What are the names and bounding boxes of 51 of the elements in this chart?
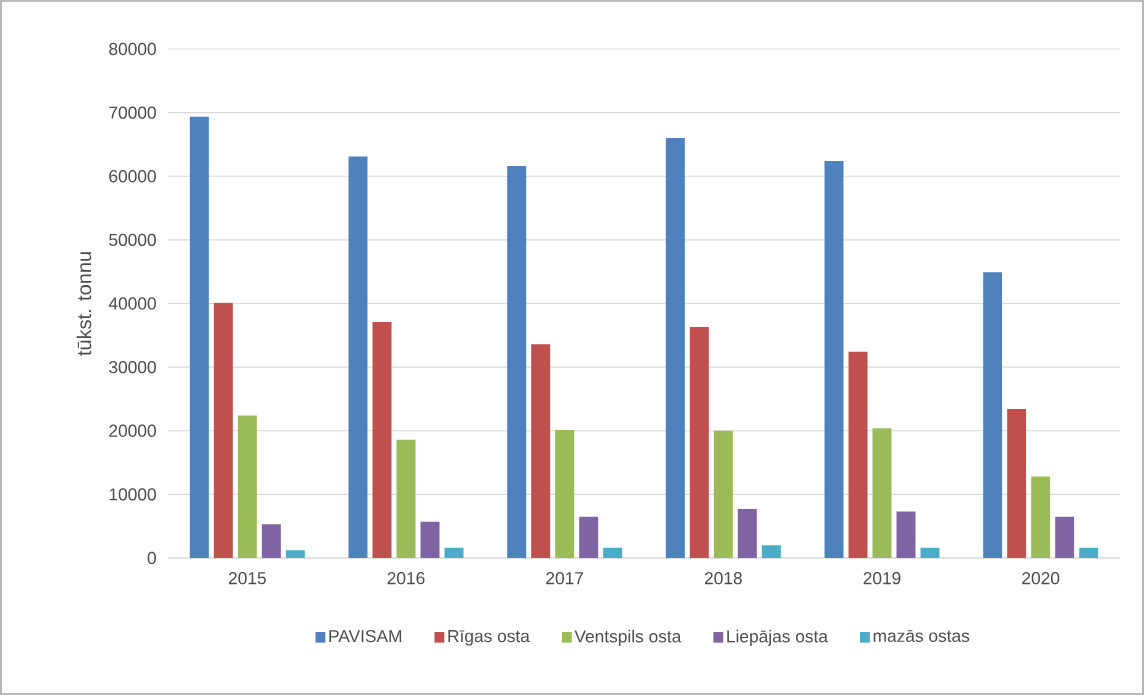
y-tick-label: 10000: [109, 488, 156, 501]
bar: [1079, 547, 1099, 558]
x-tick-label: 2018: [704, 572, 742, 585]
x-tick-label: 2020: [1022, 572, 1060, 585]
bar: [983, 272, 1003, 558]
bar: [579, 516, 599, 558]
bar: [261, 524, 281, 558]
y-axis-title: tūkst. tonnu: [76, 252, 92, 356]
bar: [189, 116, 209, 558]
bar: [555, 430, 575, 558]
bar: [444, 547, 464, 558]
x-tick-label: 2015: [228, 572, 266, 585]
bar: [348, 156, 368, 558]
bar: [1031, 476, 1051, 558]
y-tick-label: 50000: [109, 233, 156, 247]
bar: [213, 302, 233, 558]
x-tick-label: 2016: [387, 572, 425, 585]
bar: [372, 321, 392, 558]
bar: [237, 415, 257, 558]
legend-label: mazās ostas: [873, 630, 970, 642]
bar: [689, 327, 709, 558]
legend-label: PAVISAM: [329, 629, 402, 643]
y-tick-label: 60000: [109, 170, 156, 183]
bar: [420, 521, 440, 558]
bar: [848, 351, 868, 558]
y-tick-label: 30000: [109, 360, 156, 374]
y-tick-label: 0: [147, 551, 156, 565]
x-tick-label: 2019: [863, 572, 901, 585]
bar: [1055, 516, 1075, 558]
bar: [761, 545, 781, 558]
bar: [603, 547, 623, 558]
bar: [920, 547, 940, 558]
legend-label: Rīgas osta: [448, 630, 530, 646]
bar: [896, 511, 916, 558]
y-tick-label: 80000: [109, 42, 156, 56]
bar: [396, 439, 416, 558]
bar: [285, 550, 305, 558]
bar: [824, 160, 844, 558]
bar: [665, 138, 685, 558]
y-tick-label: 40000: [108, 297, 156, 310]
x-tick-label: 2017: [546, 572, 584, 585]
legend-label: Ventspils osta: [574, 629, 682, 646]
legend-label: Liepājas osta: [727, 629, 829, 646]
bar: [713, 430, 733, 558]
bar: [1007, 409, 1027, 558]
bar: [507, 166, 527, 558]
y-tick-label: 20000: [109, 424, 156, 437]
bar: [737, 509, 757, 558]
y-tick-label: 70000: [109, 106, 156, 119]
bar: [531, 344, 551, 558]
bar: [872, 428, 892, 558]
